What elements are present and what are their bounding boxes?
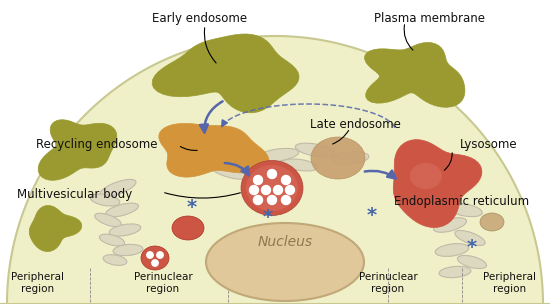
Circle shape [250,185,258,195]
Ellipse shape [410,163,442,189]
Polygon shape [0,36,550,304]
Circle shape [282,175,290,185]
Ellipse shape [246,165,298,211]
Circle shape [152,260,158,266]
Ellipse shape [458,255,487,268]
Ellipse shape [103,255,127,265]
Polygon shape [152,34,299,113]
Ellipse shape [311,137,365,179]
Ellipse shape [141,246,169,270]
Text: Nucleus: Nucleus [257,235,312,249]
Polygon shape [365,43,465,107]
Ellipse shape [100,179,136,197]
Ellipse shape [439,266,471,278]
Text: Endoplasmic reticulum: Endoplasmic reticulum [394,195,530,208]
Ellipse shape [109,224,141,236]
Circle shape [267,170,277,178]
Ellipse shape [90,194,120,206]
Ellipse shape [435,244,469,256]
Ellipse shape [241,161,303,216]
Text: Peripheral
region: Peripheral region [12,272,64,294]
Ellipse shape [95,213,121,227]
Ellipse shape [257,148,299,162]
Polygon shape [38,120,117,180]
Circle shape [254,195,262,205]
Text: Late endosome: Late endosome [310,118,400,131]
Ellipse shape [455,230,485,246]
Circle shape [254,175,262,185]
Circle shape [261,185,271,195]
Ellipse shape [427,185,463,205]
Ellipse shape [206,223,364,301]
Text: Perinuclear
region: Perinuclear region [134,272,192,294]
Text: Multivesicular body: Multivesicular body [18,188,133,201]
Ellipse shape [295,143,335,157]
Polygon shape [393,140,482,227]
Circle shape [285,185,294,195]
Ellipse shape [106,203,139,217]
Ellipse shape [448,203,482,217]
Text: Plasma membrane: Plasma membrane [375,12,486,25]
Ellipse shape [282,159,318,171]
Text: *: * [467,239,477,257]
Circle shape [157,252,163,258]
Text: Lysosome: Lysosome [460,138,518,151]
Polygon shape [159,123,269,177]
Text: Peripheral
region: Peripheral region [483,272,536,294]
Text: Perinuclear
region: Perinuclear region [359,272,417,294]
Ellipse shape [433,218,466,232]
Ellipse shape [480,213,504,231]
Ellipse shape [100,234,125,246]
Circle shape [267,195,277,205]
Polygon shape [29,206,82,251]
Circle shape [273,185,283,195]
Ellipse shape [212,165,249,179]
Text: *: * [367,206,377,224]
Ellipse shape [248,161,282,174]
Circle shape [282,195,290,205]
Text: Early endosome: Early endosome [152,12,248,25]
Ellipse shape [172,216,204,240]
Text: *: * [263,209,273,227]
Ellipse shape [113,244,143,256]
Text: Recycling endosome: Recycling endosome [36,138,158,151]
Text: *: * [187,199,197,217]
Ellipse shape [331,152,369,164]
Circle shape [147,252,153,258]
Ellipse shape [218,153,262,167]
